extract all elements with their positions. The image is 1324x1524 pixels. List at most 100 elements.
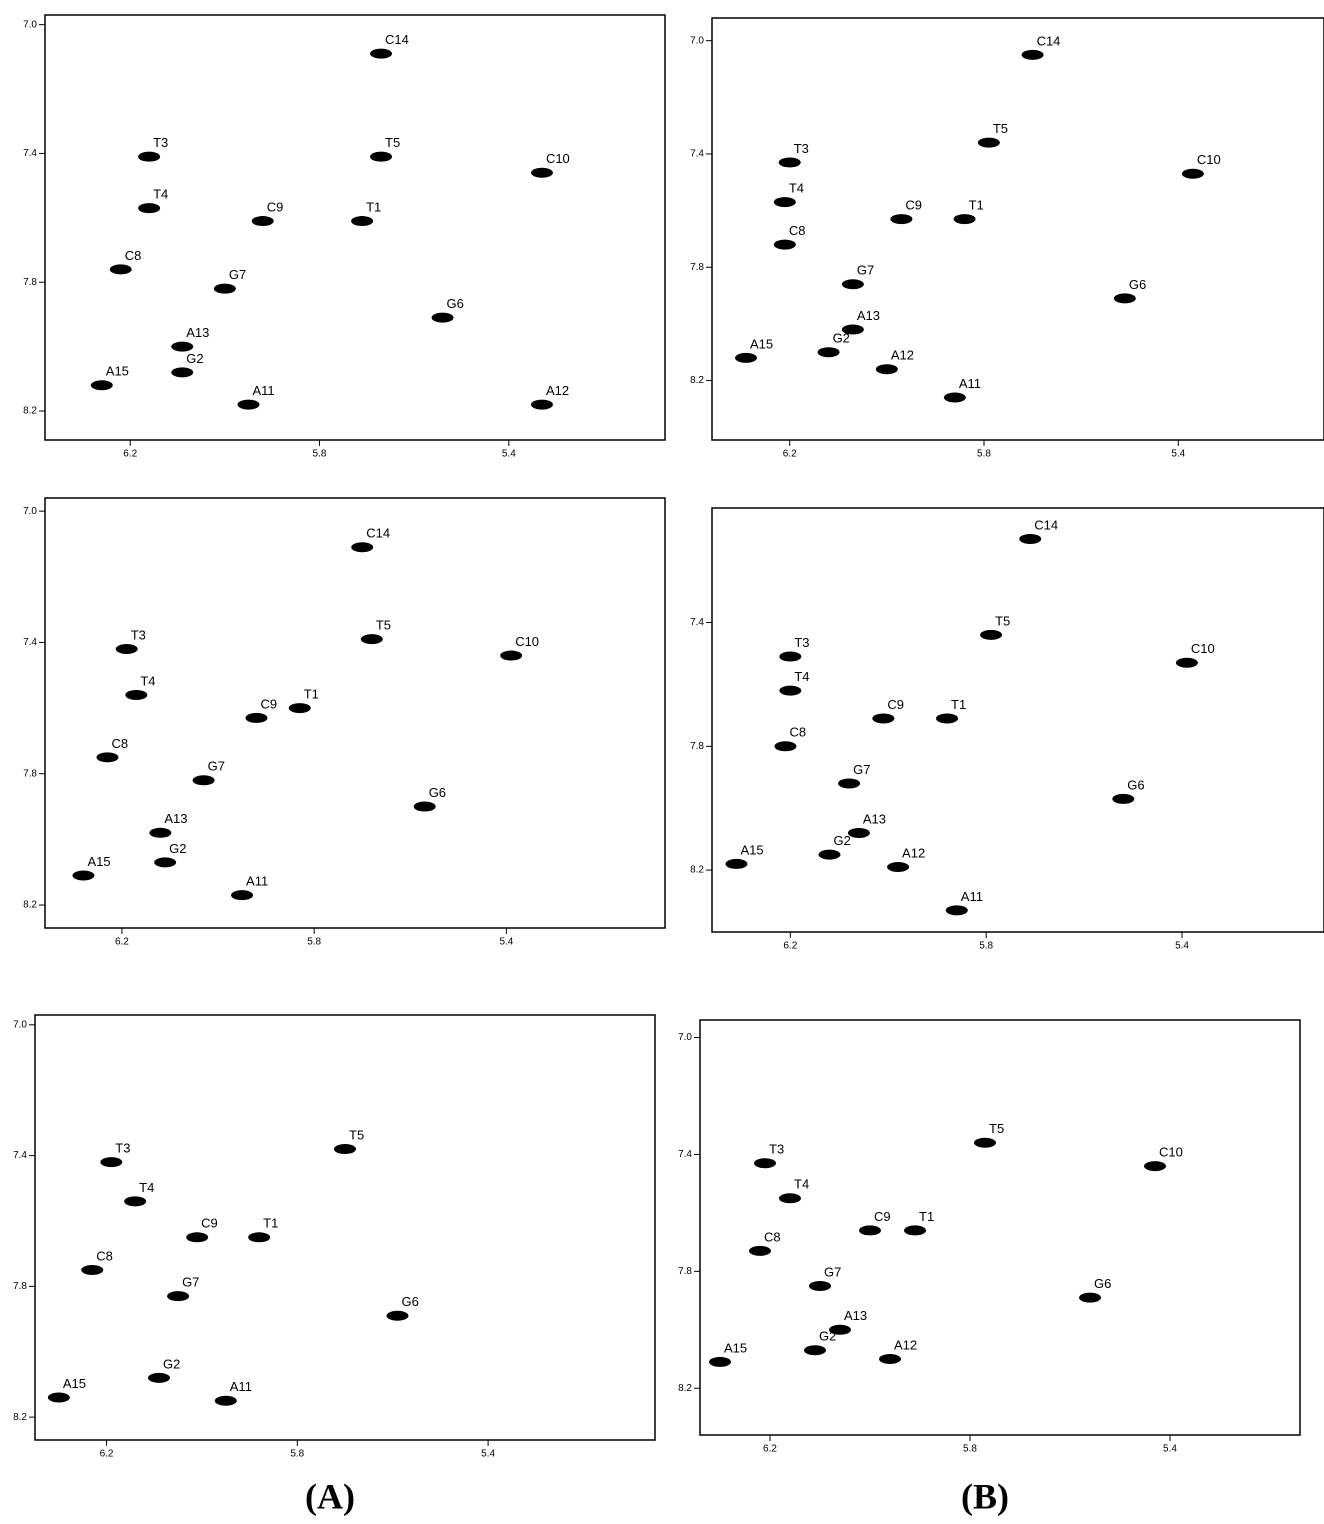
y-tick-label: 7.0 <box>690 35 704 46</box>
peak <box>778 157 801 168</box>
peak <box>214 1395 237 1406</box>
peak-label: T5 <box>376 618 391 633</box>
x-tick-label: 5.8 <box>290 1449 304 1460</box>
peak-label: A11 <box>246 874 268 889</box>
peak <box>386 1310 409 1321</box>
peak <box>237 399 260 410</box>
peak-label: C9 <box>905 198 922 213</box>
peak-label: C14 <box>1034 517 1058 532</box>
peak <box>779 1193 801 1204</box>
peak-label: C8 <box>789 223 806 238</box>
peak <box>96 752 119 763</box>
peak-label: A13 <box>186 325 209 340</box>
peak-label: A15 <box>106 364 129 379</box>
peak-label: G7 <box>229 267 246 282</box>
peak-label: C9 <box>887 697 904 712</box>
peak-label: C14 <box>1037 33 1061 48</box>
x-tick-label: 6.2 <box>123 449 137 460</box>
peak <box>351 216 374 227</box>
y-tick-label: 7.8 <box>23 277 37 288</box>
peak <box>779 651 802 662</box>
peak <box>245 712 268 723</box>
peak <box>841 324 864 335</box>
peak <box>872 713 895 724</box>
peak-label: C10 <box>1191 641 1215 656</box>
y-tick-label: 7.0 <box>23 19 37 30</box>
peak <box>943 392 966 403</box>
x-tick-label: 6.2 <box>783 449 797 460</box>
y-tick-label: 7.0 <box>23 506 37 517</box>
peak-label: A15 <box>63 1376 86 1391</box>
y-tick-label: 8.2 <box>690 375 704 386</box>
peak <box>530 399 553 410</box>
peak <box>90 380 113 391</box>
y-tick-label: 7.8 <box>13 1281 27 1292</box>
y-tick-label: 7.0 <box>678 1032 692 1043</box>
x-tick-label: 5.8 <box>963 1444 977 1455</box>
peak <box>936 713 959 724</box>
y-tick-label: 7.4 <box>690 149 704 160</box>
peak <box>725 858 748 869</box>
peak-label: G6 <box>1094 1276 1111 1291</box>
peak-label: G7 <box>824 1264 841 1279</box>
x-tick-label: 5.4 <box>499 937 513 948</box>
x-tick-label: 5.8 <box>313 449 327 460</box>
peak <box>890 214 913 225</box>
peak <box>945 905 968 916</box>
peak-label: C10 <box>1159 1145 1183 1160</box>
peak-label: T4 <box>140 673 155 688</box>
peak-label: A11 <box>253 383 275 398</box>
peak-label: T3 <box>794 635 809 650</box>
y-tick-label: 7.4 <box>690 617 704 628</box>
x-tick-label: 6.2 <box>100 1449 114 1460</box>
x-tick-label: 6.2 <box>763 1444 777 1455</box>
peak-label: G2 <box>833 331 850 346</box>
peak-label: T4 <box>794 1177 809 1192</box>
y-tick-label: 7.8 <box>690 262 704 273</box>
peak-label: C9 <box>201 1216 218 1231</box>
peak-label: C14 <box>385 32 409 47</box>
peak-label: C8 <box>764 1229 781 1244</box>
peak <box>953 214 976 225</box>
peak <box>879 1354 901 1365</box>
peak <box>413 801 436 812</box>
peak-label: G6 <box>401 1294 418 1309</box>
x-tick-label: 6.2 <box>115 937 129 948</box>
peak-label: A12 <box>546 383 569 398</box>
peak <box>875 364 898 375</box>
peak-label: T3 <box>115 1141 130 1156</box>
peak-label: G6 <box>1129 277 1146 292</box>
peak <box>334 1144 356 1155</box>
peak <box>773 239 796 250</box>
peak-label: G6 <box>1127 777 1144 792</box>
peak-label: T3 <box>131 627 146 642</box>
peak-label: T3 <box>769 1142 784 1157</box>
x-tick-label: 5.4 <box>502 449 516 460</box>
peak <box>779 685 802 696</box>
peak <box>1144 1161 1166 1172</box>
x-tick-label: 5.4 <box>481 1449 495 1460</box>
peak <box>809 1280 831 1291</box>
peak <box>100 1157 123 1168</box>
peak-label: G7 <box>857 263 874 278</box>
peak <box>288 703 311 714</box>
x-tick-label: 6.2 <box>783 941 797 952</box>
peak-label: A13 <box>863 811 886 826</box>
y-tick-label: 8.2 <box>678 1383 692 1394</box>
plot-frame <box>44 497 666 929</box>
peak <box>859 1225 881 1236</box>
peak-label: C8 <box>96 1248 113 1263</box>
peak <box>829 1324 851 1335</box>
peak <box>1113 293 1136 304</box>
plot-frame <box>711 507 1324 933</box>
panel-label: (B) <box>961 1476 1009 1516</box>
peak <box>192 775 215 786</box>
peak <box>138 151 161 162</box>
y-tick-label: 7.8 <box>23 768 37 779</box>
peak-label: T4 <box>139 1180 154 1195</box>
peak <box>1021 49 1044 60</box>
peak-label: C8 <box>125 248 142 263</box>
plot-frame <box>711 17 1324 441</box>
